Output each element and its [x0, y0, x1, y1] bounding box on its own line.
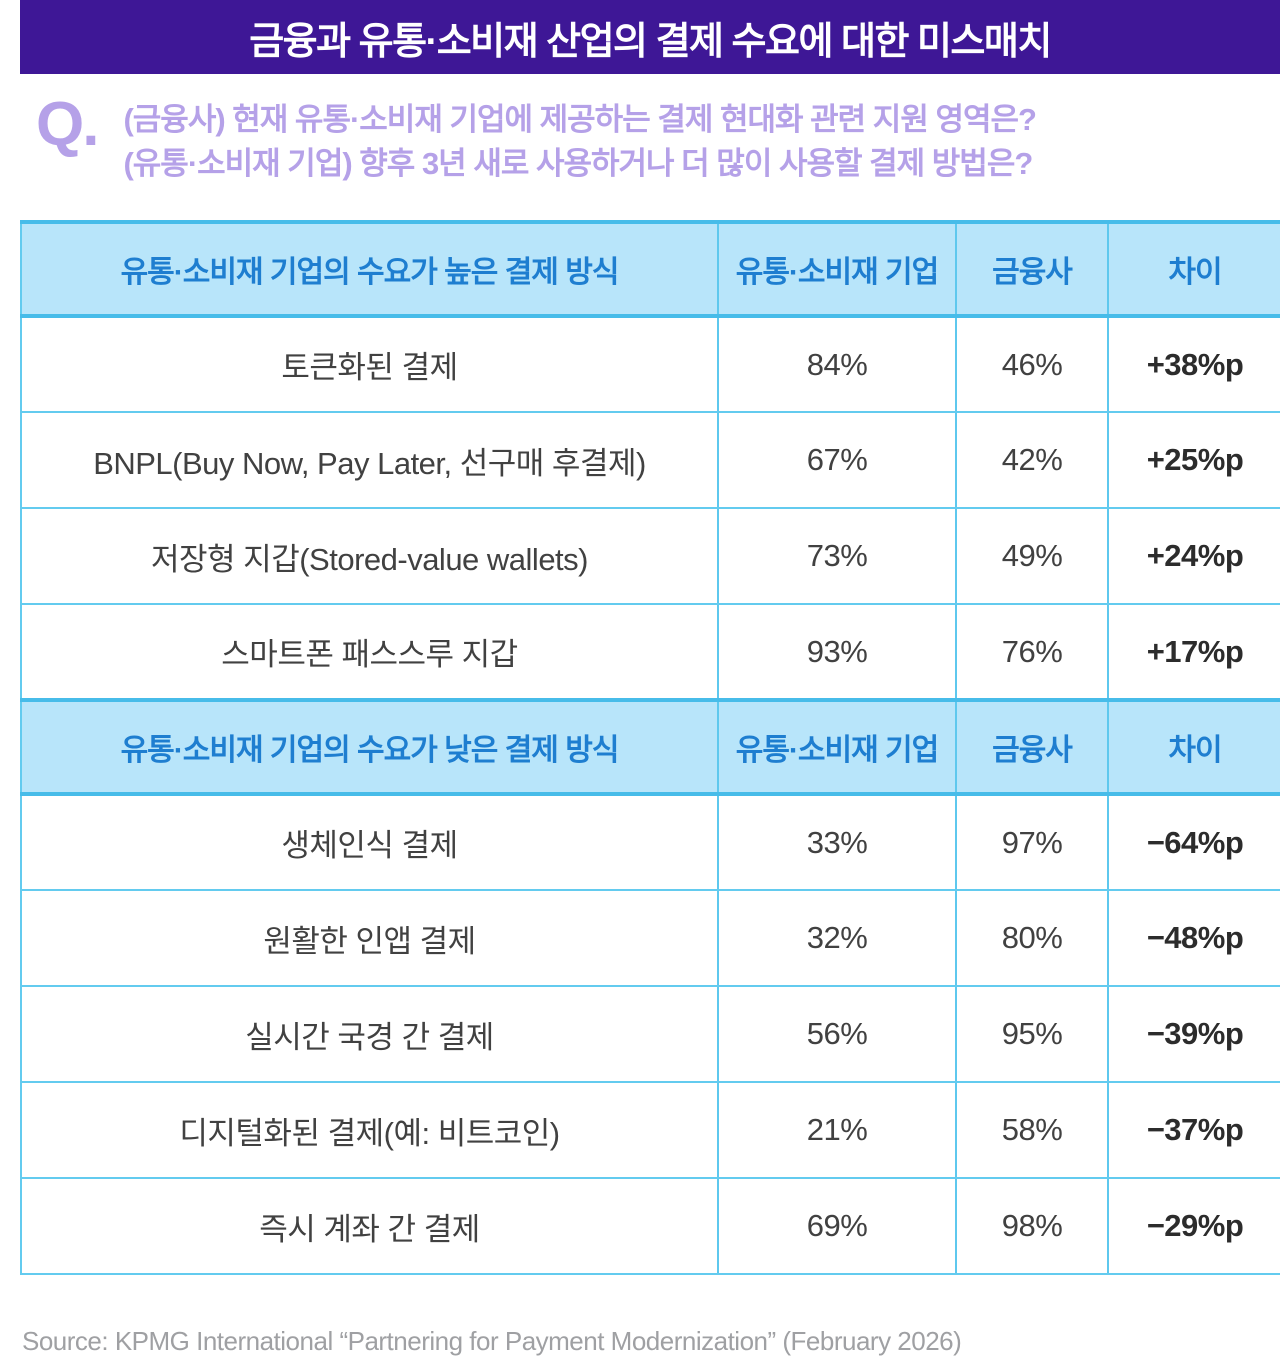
- column-header-retail: 유통·소비재 기업: [717, 698, 956, 796]
- table-row: 즉시 계좌 간 결제 69% 98% −29%p: [21, 1178, 1280, 1275]
- cell-method: 토큰화된 결제: [21, 316, 718, 413]
- question-line-1: (금융사) 현재 유통·소비재 기업에 제공하는 결제 현대화 관련 지원 영역…: [123, 102, 1036, 137]
- column-header-retail: 유통·소비재 기업: [717, 220, 956, 318]
- section-header-high-demand: 유통·소비재 기업의 수요가 높은 결제 방식 유통·소비재 기업 금융사 차이: [21, 220, 1280, 318]
- cell-retail-value: 73%: [717, 508, 956, 605]
- cell-method: 즉시 계좌 간 결제: [21, 1178, 718, 1275]
- cell-method: BNPL(Buy Now, Pay Later, 선구매 후결제): [21, 412, 718, 509]
- cell-gap-value: +24%p: [1107, 508, 1280, 605]
- cell-method: 실시간 국경 간 결제: [21, 986, 718, 1083]
- section-header-low-demand: 유통·소비재 기업의 수요가 낮은 결제 방식 유통·소비재 기업 금융사 차이: [21, 698, 1280, 796]
- table-row: BNPL(Buy Now, Pay Later, 선구매 후결제) 67% 42…: [21, 412, 1280, 509]
- table-row: 디지털화된 결제(예: 비트코인) 21% 58% −37%p: [21, 1082, 1280, 1179]
- mismatch-table: 유통·소비재 기업의 수요가 높은 결제 방식 유통·소비재 기업 금융사 차이…: [20, 220, 1280, 1275]
- question-marker: Q.: [36, 90, 99, 159]
- cell-gap-value: −37%p: [1107, 1082, 1280, 1179]
- cell-gap-value: −29%p: [1107, 1178, 1280, 1275]
- cell-finance-value: 42%: [955, 412, 1108, 509]
- cell-retail-value: 21%: [717, 1082, 956, 1179]
- cell-finance-value: 98%: [955, 1178, 1108, 1275]
- cell-finance-value: 49%: [955, 508, 1108, 605]
- cell-gap-value: −39%p: [1107, 986, 1280, 1083]
- cell-method: 디지털화된 결제(예: 비트코인): [21, 1082, 718, 1179]
- source-note: Source: KPMG International “Partnering f…: [22, 1326, 962, 1356]
- cell-retail-value: 93%: [717, 604, 956, 701]
- cell-method: 원활한 인앱 결제: [21, 890, 718, 987]
- column-header-finance: 금융사: [955, 220, 1108, 318]
- cell-gap-value: +38%p: [1107, 316, 1280, 413]
- cell-method: 생체인식 결제: [21, 794, 718, 891]
- table-row: 스마트폰 패스스루 지갑 93% 76% +17%p: [21, 604, 1280, 701]
- cell-finance-value: 97%: [955, 794, 1108, 891]
- column-header-finance: 금융사: [955, 698, 1108, 796]
- cell-finance-value: 80%: [955, 890, 1108, 987]
- cell-finance-value: 95%: [955, 986, 1108, 1083]
- table-row: 실시간 국경 간 결제 56% 95% −39%p: [21, 986, 1280, 1083]
- cell-finance-value: 58%: [955, 1082, 1108, 1179]
- cell-gap-value: −64%p: [1107, 794, 1280, 891]
- question-block: Q. (금융사) 현재 유통·소비재 기업에 제공하는 결제 현대화 관련 지원…: [36, 90, 1037, 186]
- title-banner: 금융과 유통·소비재 산업의 결제 수요에 대한 미스매치: [20, 0, 1280, 74]
- table-row: 생체인식 결제 33% 97% −64%p: [21, 794, 1280, 891]
- cell-retail-value: 56%: [717, 986, 956, 1083]
- cell-retail-value: 69%: [717, 1178, 956, 1275]
- table-row: 토큰화된 결제 84% 46% +38%p: [21, 316, 1280, 413]
- column-header-method: 유통·소비재 기업의 수요가 낮은 결제 방식: [21, 698, 718, 796]
- table-row: 저장형 지갑(Stored-value wallets) 73% 49% +24…: [21, 508, 1280, 605]
- page-title: 금융과 유통·소비재 산업의 결제 수요에 대한 미스매치: [249, 20, 1052, 63]
- cell-method: 저장형 지갑(Stored-value wallets): [21, 508, 718, 605]
- cell-gap-value: +17%p: [1107, 604, 1280, 701]
- question-text: (금융사) 현재 유통·소비재 기업에 제공하는 결제 현대화 관련 지원 영역…: [123, 96, 1036, 186]
- cell-finance-value: 76%: [955, 604, 1108, 701]
- column-header-method: 유통·소비재 기업의 수요가 높은 결제 방식: [21, 220, 718, 318]
- cell-gap-value: +25%p: [1107, 412, 1280, 509]
- table-row: 원활한 인앱 결제 32% 80% −48%p: [21, 890, 1280, 987]
- cell-retail-value: 33%: [717, 794, 956, 891]
- question-line-2: (유통·소비재 기업) 향후 3년 새로 사용하거나 더 많이 사용할 결제 방…: [123, 146, 1033, 182]
- cell-retail-value: 67%: [717, 412, 956, 509]
- column-header-gap: 차이: [1107, 698, 1280, 796]
- column-header-gap: 차이: [1107, 220, 1280, 318]
- cell-gap-value: −48%p: [1107, 890, 1280, 987]
- cell-retail-value: 32%: [717, 890, 956, 987]
- cell-method: 스마트폰 패스스루 지갑: [21, 604, 718, 701]
- cell-retail-value: 84%: [717, 316, 956, 413]
- cell-finance-value: 46%: [955, 316, 1108, 413]
